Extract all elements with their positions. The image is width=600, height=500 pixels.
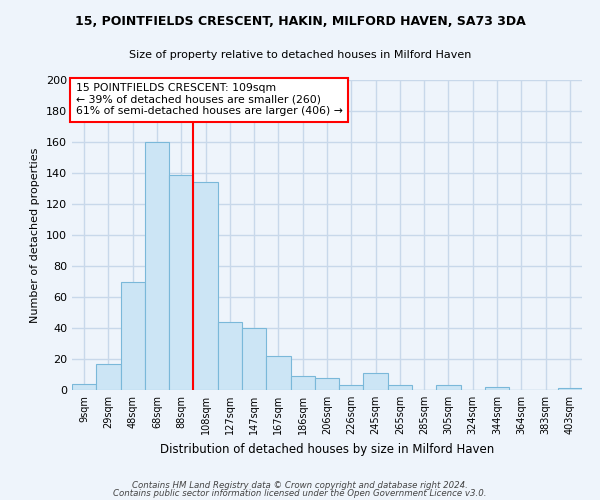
Bar <box>485 387 509 390</box>
Bar <box>290 376 315 390</box>
Text: 15 POINTFIELDS CRESCENT: 109sqm
← 39% of detached houses are smaller (260)
61% o: 15 POINTFIELDS CRESCENT: 109sqm ← 39% of… <box>76 83 343 116</box>
Bar <box>266 356 290 390</box>
Text: Size of property relative to detached houses in Milford Haven: Size of property relative to detached ho… <box>129 50 471 60</box>
Bar <box>364 373 388 390</box>
Bar <box>96 364 121 390</box>
Bar <box>436 386 461 390</box>
Bar <box>558 388 582 390</box>
Text: Contains public sector information licensed under the Open Government Licence v3: Contains public sector information licen… <box>113 488 487 498</box>
Bar <box>242 328 266 390</box>
Bar <box>145 142 169 390</box>
Text: Contains HM Land Registry data © Crown copyright and database right 2024.: Contains HM Land Registry data © Crown c… <box>132 481 468 490</box>
Bar <box>315 378 339 390</box>
Bar <box>72 384 96 390</box>
Text: 15, POINTFIELDS CRESCENT, HAKIN, MILFORD HAVEN, SA73 3DA: 15, POINTFIELDS CRESCENT, HAKIN, MILFORD… <box>74 15 526 28</box>
X-axis label: Distribution of detached houses by size in Milford Haven: Distribution of detached houses by size … <box>160 442 494 456</box>
Bar <box>169 174 193 390</box>
Bar <box>388 386 412 390</box>
Bar <box>193 182 218 390</box>
Bar <box>218 322 242 390</box>
Y-axis label: Number of detached properties: Number of detached properties <box>31 148 40 322</box>
Bar <box>339 386 364 390</box>
Bar <box>121 282 145 390</box>
